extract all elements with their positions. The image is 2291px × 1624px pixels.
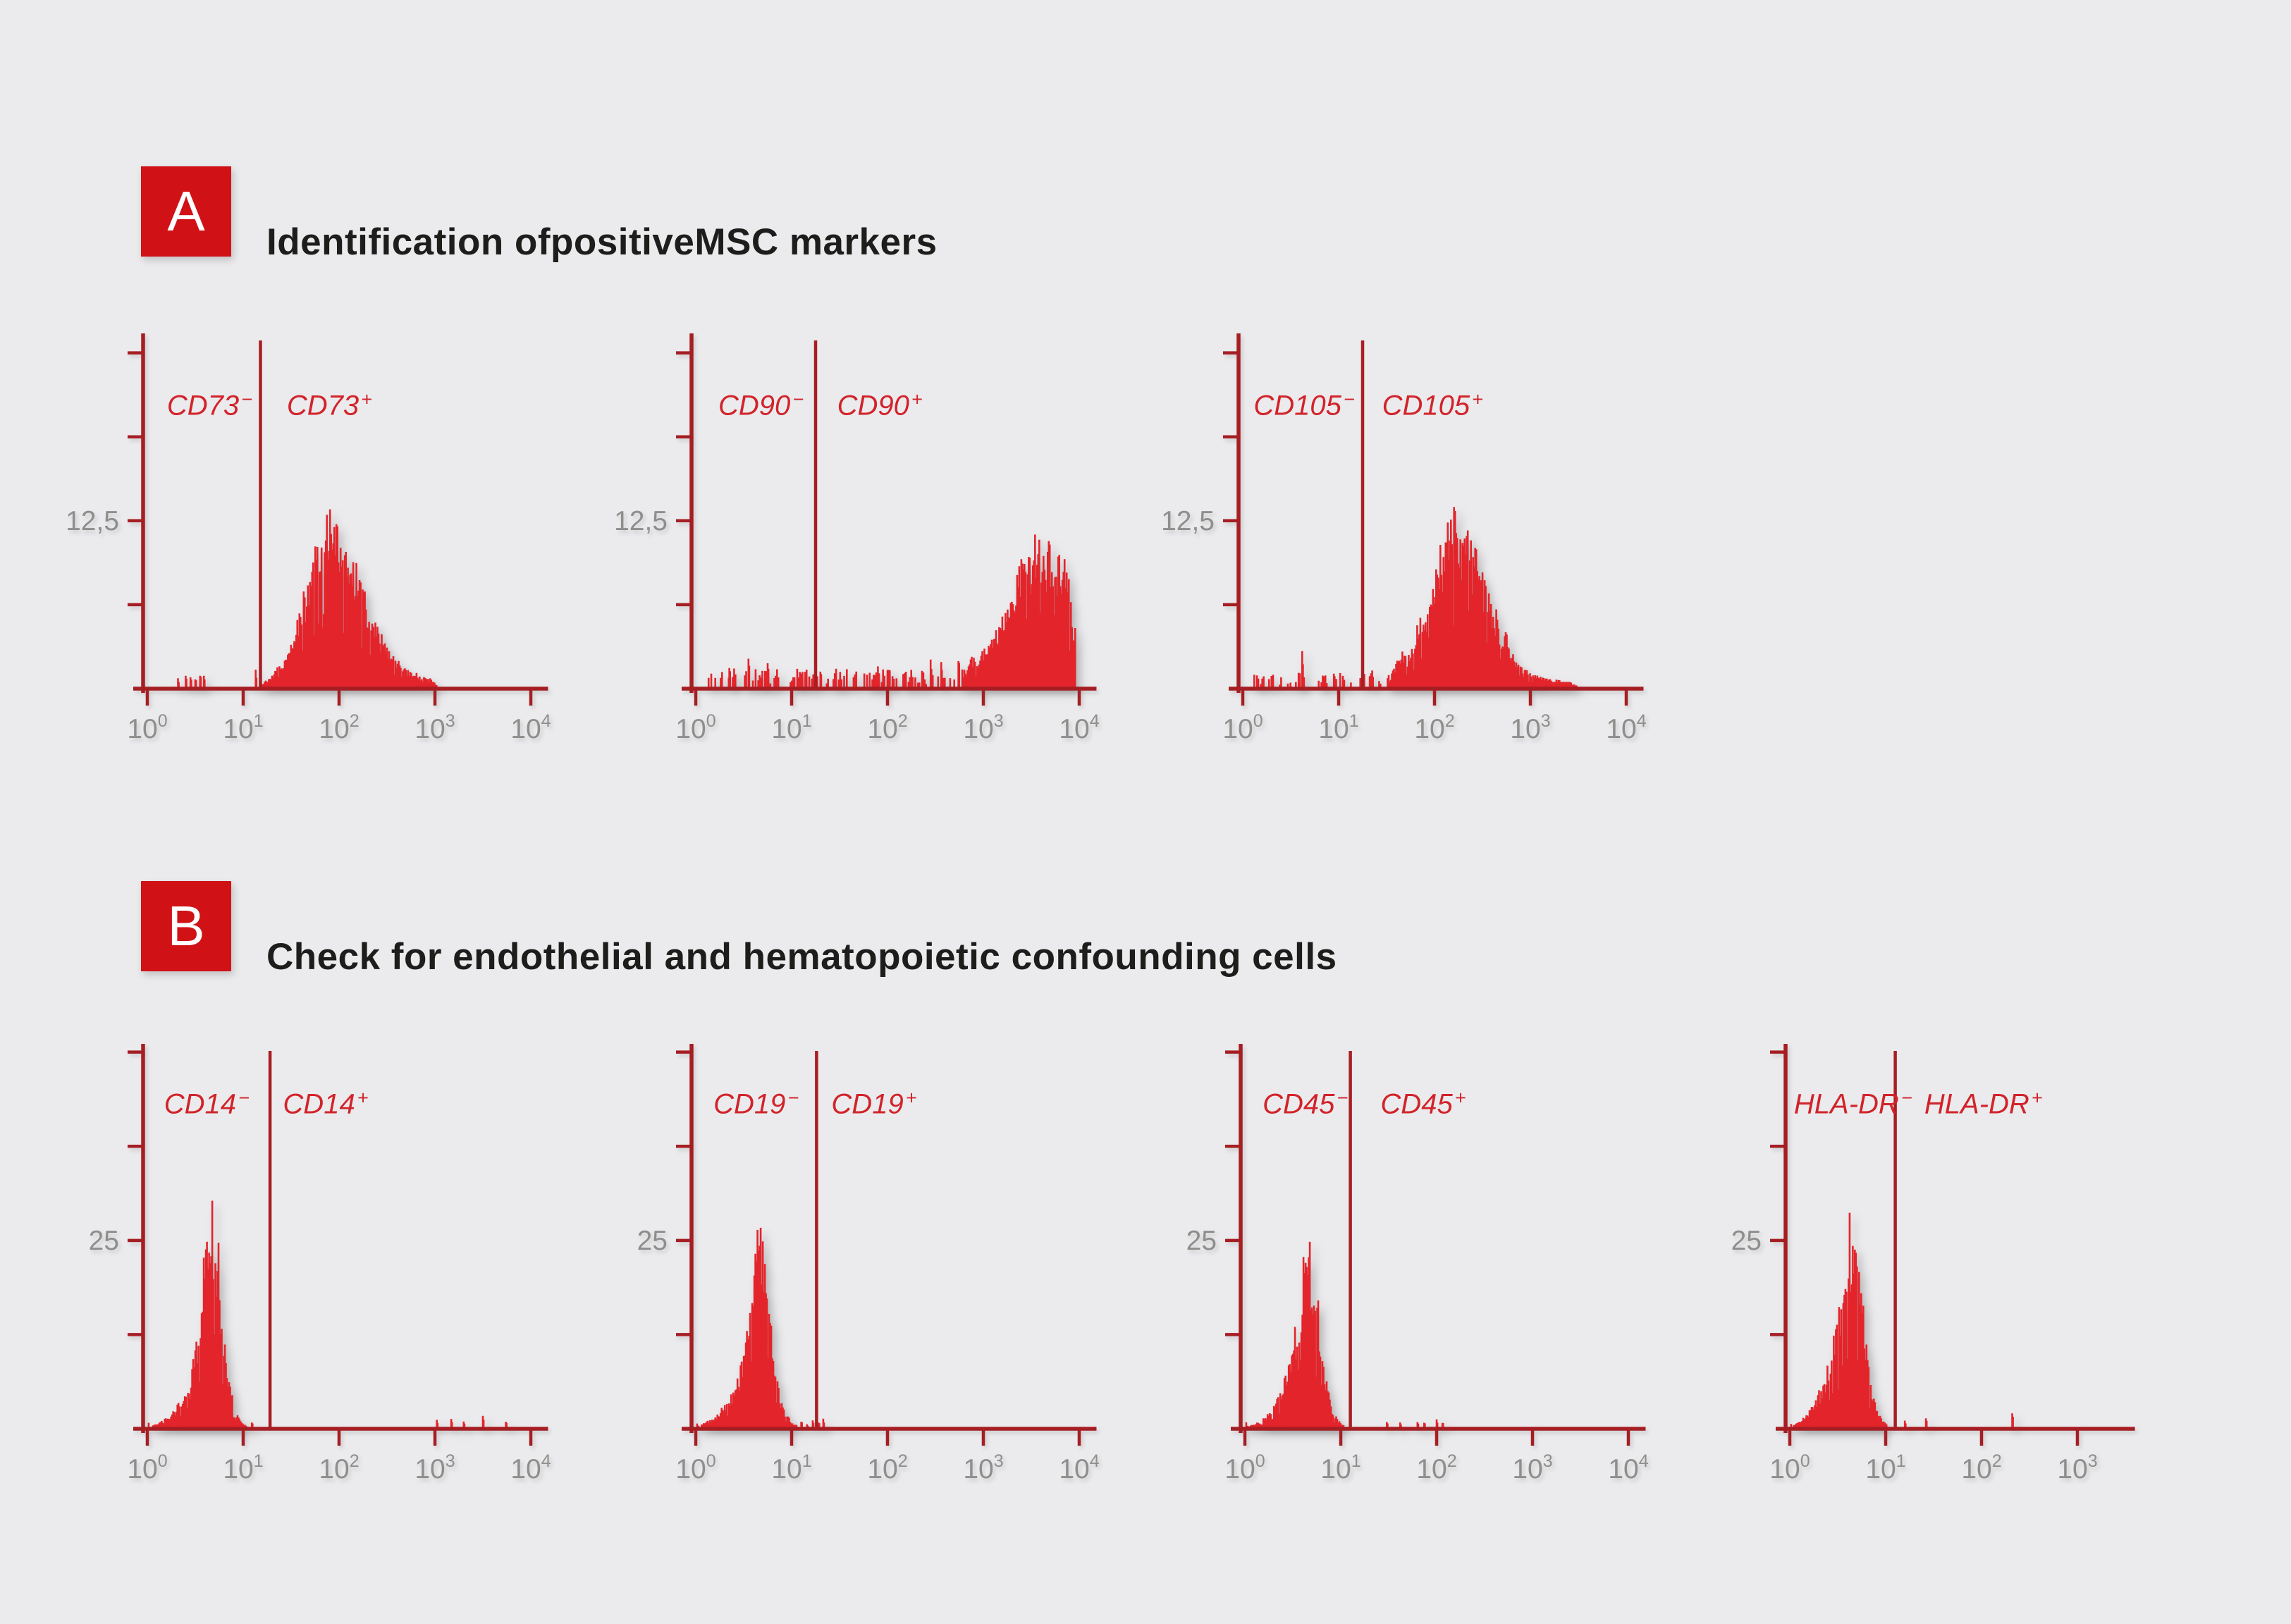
title-segment: positive [551, 221, 695, 264]
title-segment: Check for endothelial and hematopoietic … [266, 936, 1337, 978]
x-tick-label: 101 [1318, 711, 1358, 744]
x-tick-label: 103 [1510, 711, 1550, 744]
histogram-trace [1245, 1241, 1444, 1429]
histogram-trace [177, 509, 438, 689]
chart-cd45: 100 101 102 103 104 25 CD45− CD45 + [1186, 1044, 1649, 1484]
chart-hladr: 100 101 102 103 25 HLA-DR − HLA-DR + [1731, 1044, 2135, 1484]
x-tick-label: 100 [1224, 1451, 1265, 1484]
x-tick-label: 101 [771, 1451, 811, 1484]
chart-cd19: 100 101 102 103 104 25 CD19− CD19 + [637, 1044, 1100, 1484]
x-tick-label: 101 [1320, 1451, 1361, 1484]
marker-label-neg-cd19: CD19− [713, 1087, 799, 1119]
x-tick-label: 101 [1865, 1451, 1905, 1484]
marker-label-pos-cd19: CD19 + [831, 1087, 916, 1119]
x-tick-label: 100 [1222, 711, 1263, 744]
y-tick-label: 25 [89, 1226, 119, 1256]
x-tick-label: 100 [127, 711, 167, 744]
x-tick-label: 100 [1769, 1451, 1810, 1484]
x-tick-label: 104 [510, 1451, 551, 1484]
y-tick-label: 12,5 [614, 506, 668, 536]
y-tick-label: 12,5 [66, 506, 119, 536]
chart-cd14: 100 101 102 103 104 25 CD14− CD14 + [89, 1044, 551, 1484]
section-b-badge-letter: B [167, 894, 205, 957]
axes: 100 101 102 103 104 12,5 [66, 333, 551, 744]
marker-label-neg-cd73: CD73− [167, 389, 252, 422]
marker-label-neg-cd14: CD14− [164, 1087, 250, 1119]
x-tick-label: 102 [319, 1451, 359, 1484]
y-tick-label: 25 [1731, 1226, 1762, 1256]
y-tick-label: 25 [1186, 1226, 1217, 1256]
x-tick-label: 102 [867, 711, 907, 744]
axes: 100 101 102 103 104 25 [637, 1044, 1100, 1484]
marker-label-pos-cd90: CD90 + [837, 389, 923, 422]
x-tick-label: 103 [963, 711, 1003, 744]
marker-label-pos-cd45: CD45 + [1380, 1087, 1466, 1119]
marker-label-pos-cd14: CD14 + [283, 1087, 368, 1119]
x-tick-label: 103 [2057, 1451, 2097, 1484]
section-b-badge: B [141, 881, 231, 971]
marker-label-neg-hladr: HLA-DR − [1794, 1087, 1912, 1119]
x-tick-label: 103 [963, 1451, 1003, 1484]
x-tick-label: 102 [319, 711, 359, 744]
histogram-trace [707, 534, 1076, 689]
marker-label-pos-hladr: HLA-DR + [1924, 1087, 2043, 1119]
x-tick-label: 102 [1416, 1451, 1456, 1484]
x-tick-label: 104 [1059, 711, 1099, 744]
x-tick-label: 103 [414, 711, 455, 744]
x-tick-label: 104 [1606, 711, 1646, 744]
x-tick-label: 104 [1608, 1451, 1648, 1484]
x-tick-label: 102 [1414, 711, 1454, 744]
chart-cd90: 100 101 102 103 104 12,5 CD90− CD90 + [614, 333, 1100, 744]
x-tick-label: 100 [675, 711, 715, 744]
histogram-trace [1253, 507, 1578, 689]
y-tick-label: 25 [637, 1226, 668, 1256]
axes: 100 101 102 103 104 25 [89, 1044, 551, 1484]
x-tick-label: 103 [1512, 1451, 1552, 1484]
x-tick-label: 101 [223, 711, 263, 744]
section-b-title: Check for endothelial and hematopoietic … [266, 912, 1337, 1002]
marker-label-pos-cd105: CD105 + [1382, 389, 1483, 422]
marker-label-neg-cd90: CD90− [718, 389, 804, 422]
histogram-trace [1788, 1212, 2014, 1429]
title-segment: MSC markers [694, 221, 938, 264]
x-tick-label: 100 [675, 1451, 715, 1484]
section-a-badge-letter: A [167, 180, 205, 242]
histogram-trace [147, 1200, 508, 1429]
section-a-title: Identification of positive MSC markers [266, 197, 938, 288]
x-tick-label: 104 [1059, 1451, 1099, 1484]
x-tick-label: 102 [867, 1451, 907, 1484]
x-tick-label: 101 [223, 1451, 263, 1484]
marker-label-neg-cd45: CD45− [1263, 1087, 1348, 1119]
axes: 100 101 102 103 104 25 [1186, 1044, 1649, 1484]
axes: 100 101 102 103 25 [1731, 1044, 2135, 1484]
axes: 100 101 102 103 104 12,5 [614, 333, 1100, 744]
histogram-trace [696, 1227, 825, 1429]
title-segment: Identification of [266, 221, 551, 264]
x-tick-label: 100 [127, 1451, 167, 1484]
chart-cd73: 100 101 102 103 104 12,5 CD73− CD73 + [66, 333, 551, 744]
x-tick-label: 101 [771, 711, 811, 744]
y-tick-label: 12,5 [1161, 506, 1215, 536]
x-tick-label: 103 [414, 1451, 455, 1484]
section-a-badge: A [141, 166, 231, 257]
chart-cd105: 100 101 102 103 104 12,5 CD105− CD105 + [1161, 333, 1647, 744]
x-tick-label: 102 [1961, 1451, 2001, 1484]
marker-label-pos-cd73: CD73 + [287, 389, 372, 422]
x-tick-label: 104 [510, 711, 551, 744]
marker-label-neg-cd105: CD105− [1253, 389, 1354, 422]
axes: 100 101 102 103 104 12,5 [1161, 333, 1647, 744]
